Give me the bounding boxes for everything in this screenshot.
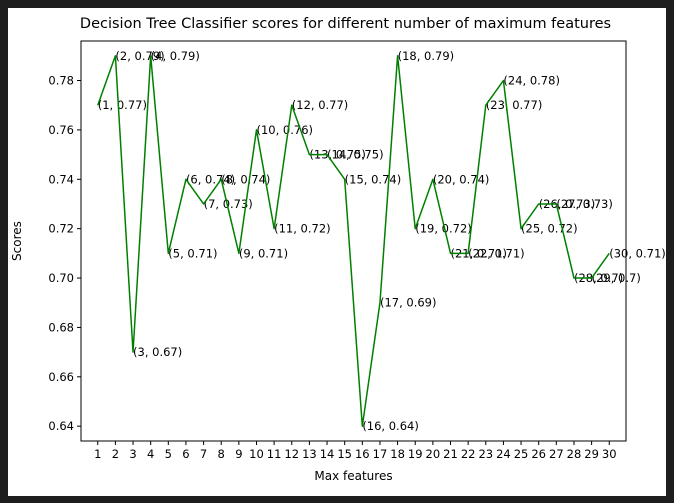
- x-axis-ticks: 1 2 3 4 5 6 7 8 9 10 11 12 13 14 15 16 17 18 19 20 21 22 23 24 2…: [94, 441, 617, 461]
- point-annotation: (6, 0.74): [186, 172, 235, 186]
- x-tick-label: 28: [567, 447, 582, 461]
- x-tick-label: 25: [514, 447, 529, 461]
- point-annotation: (3, 0.67): [133, 345, 182, 359]
- point-annotation: (30, 0.71): [609, 246, 666, 260]
- y-tick-label: 0.72: [48, 222, 74, 236]
- x-tick-label: 11: [267, 447, 282, 461]
- x-tick-label: 29: [584, 447, 599, 461]
- point-annotation: (17, 0.69): [380, 296, 437, 310]
- point-annotation: (29, 0.7): [592, 271, 641, 285]
- point-annotation: (15, 0.74): [345, 172, 402, 186]
- x-tick-label: 20: [426, 447, 441, 461]
- point-annotation: (21, 0.71): [451, 246, 508, 260]
- x-tick-label: 15: [337, 447, 352, 461]
- point-annotation: (2, 0.79): [115, 49, 164, 63]
- y-tick-label: 0.70: [48, 271, 74, 285]
- y-tick-label: 0.68: [48, 320, 74, 334]
- point-annotation: (4, 0.79): [151, 49, 200, 63]
- point-annotation: (10, 0.76): [256, 123, 313, 137]
- x-axis-label: Max features: [314, 469, 392, 483]
- point-annotation: (1, 0.77): [98, 98, 147, 112]
- x-tick-label: 5: [165, 447, 172, 461]
- x-tick-label: 4: [147, 447, 154, 461]
- point-annotation: (13, 0.75): [309, 148, 366, 162]
- point-annotation: (5, 0.71): [168, 246, 217, 260]
- x-tick-label: 19: [408, 447, 423, 461]
- x-tick-label: 16: [355, 447, 370, 461]
- x-tick-label: 23: [478, 447, 493, 461]
- point-annotation: (25, 0.72): [521, 222, 578, 236]
- x-tick-label: 22: [461, 447, 476, 461]
- point-annotation: (28, 0.7): [574, 271, 623, 285]
- x-tick-label: 10: [249, 447, 264, 461]
- point-annotation: (23, 0.77): [486, 98, 543, 112]
- y-tick-label: 0.74: [48, 172, 74, 186]
- point-annotations: (1, 0.77) (2, 0.79) (3, 0.67) (4, 0.79) (5, …: [98, 49, 666, 433]
- x-tick-label: 8: [218, 447, 225, 461]
- point-annotation: (7, 0.73): [204, 197, 253, 211]
- point-annotation: (12, 0.77): [292, 98, 349, 112]
- x-tick-label: 6: [182, 447, 189, 461]
- series-line: [97, 55, 610, 427]
- x-tick-label: 14: [320, 447, 335, 461]
- y-tick-label: 0.66: [48, 370, 74, 384]
- x-tick-label: 7: [200, 447, 207, 461]
- x-tick-label: 26: [531, 447, 546, 461]
- y-axis-ticks: 0.64 0.66 0.68 0.70 0.72 0.74 0.76 0.78: [48, 74, 81, 433]
- point-annotation: (27, 0.73): [556, 197, 613, 211]
- series-layer: [97, 55, 610, 427]
- x-tick-label: 13: [302, 447, 317, 461]
- x-tick-label: 27: [549, 447, 564, 461]
- point-annotation: (8, 0.74): [221, 172, 270, 186]
- point-annotation: (20, 0.74): [433, 172, 490, 186]
- x-tick-label: 18: [390, 447, 405, 461]
- x-tick-label: 21: [443, 447, 458, 461]
- point-annotation: (19, 0.72): [415, 222, 472, 236]
- point-annotation: (11, 0.72): [274, 222, 331, 236]
- point-annotation: (16, 0.64): [362, 419, 419, 433]
- point-annotation: (24, 0.78): [503, 74, 560, 88]
- x-tick-label: 2: [112, 447, 119, 461]
- chart-figure: Decision Tree Classifier scores for diff…: [8, 8, 666, 496]
- y-axis-label: Scores: [10, 221, 24, 261]
- x-tick-label: 3: [129, 447, 136, 461]
- y-tick-label: 0.78: [48, 74, 74, 88]
- chart-title: Decision Tree Classifier scores for diff…: [80, 16, 611, 32]
- point-annotation: (18, 0.79): [398, 49, 455, 63]
- point-annotation: (9, 0.71): [239, 246, 288, 260]
- x-tick-label: 24: [496, 447, 511, 461]
- point-annotation: (26, 0.73): [539, 197, 596, 211]
- y-tick-label: 0.64: [48, 419, 74, 433]
- x-tick-label: 17: [373, 447, 388, 461]
- plot-area-frame: [80, 40, 627, 442]
- point-annotation: (14, 0.75): [327, 148, 384, 162]
- x-tick-label: 1: [94, 447, 101, 461]
- x-tick-label: 12: [284, 447, 299, 461]
- chart-svg: Decision Tree Classifier scores for diff…: [10, 16, 666, 483]
- point-annotation: (22, 0.71): [468, 246, 525, 260]
- x-tick-label: 9: [235, 447, 242, 461]
- x-tick-label: 30: [602, 447, 617, 461]
- y-tick-label: 0.76: [48, 123, 74, 137]
